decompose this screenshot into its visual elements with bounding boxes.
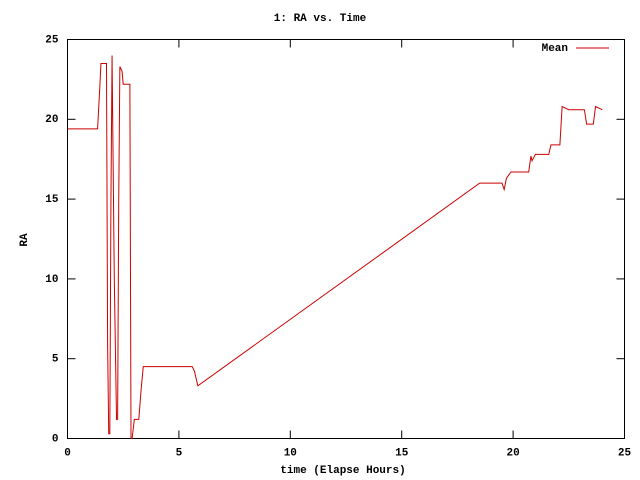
x-tick-label: 20 <box>506 447 519 459</box>
y-tick-label: 10 <box>45 274 58 286</box>
y-tick-label: 5 <box>52 354 59 366</box>
x-tick-label: 15 <box>395 447 409 459</box>
y-tick-label: 20 <box>45 114 58 126</box>
legend-label: Mean <box>542 43 568 55</box>
plot-frame <box>67 39 625 439</box>
x-axis-label: time (Elapse Hours) <box>280 465 405 477</box>
y-tick-label: 0 <box>52 433 59 445</box>
chart-title: 1: RA vs. Time <box>274 13 367 25</box>
data-line <box>67 55 603 439</box>
y-tick-label: 15 <box>45 194 59 206</box>
x-tick-label: 25 <box>618 447 632 459</box>
x-tick-label: 10 <box>284 447 297 459</box>
y-axis-label: RA <box>19 233 31 247</box>
y-tick-label: 25 <box>45 34 59 46</box>
x-tick-label: 0 <box>64 447 71 459</box>
x-tick-label: 5 <box>176 447 183 459</box>
